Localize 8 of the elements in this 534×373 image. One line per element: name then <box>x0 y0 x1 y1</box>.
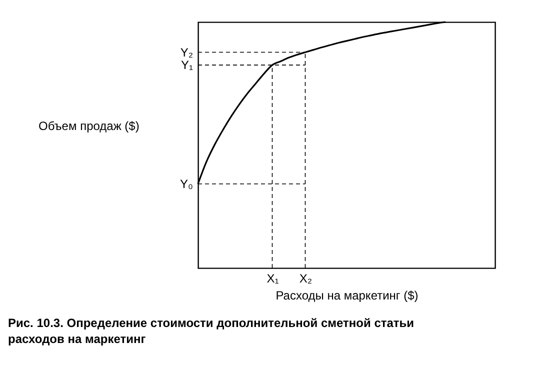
ref-line-label: Y₂ <box>180 45 194 60</box>
y-axis-title: Объем продаж ($) <box>38 118 140 133</box>
ref-line-label: Y₁ <box>180 58 193 72</box>
x-tick-label: X₁ <box>266 272 279 286</box>
x-tick-label: X₂ <box>299 272 312 286</box>
text: Рис. 10.3. Определение стоимости дополнительной сметной статьи расходов на маркетинг <box>8 316 414 346</box>
x-axis-title: Расходы на маркетинг ($) <box>276 288 418 302</box>
ref-line-label: Y₀ <box>180 176 194 191</box>
